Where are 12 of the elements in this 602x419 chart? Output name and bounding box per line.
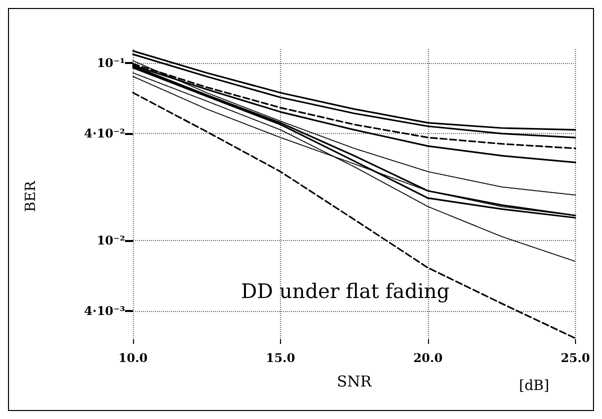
text: [dB] bbox=[519, 378, 550, 394]
x-tick-label: 10.0 bbox=[118, 351, 148, 365]
x-tick-label: 20.0 bbox=[413, 351, 443, 365]
y-tick-label: 10⁻¹ bbox=[96, 56, 125, 70]
y-tick-label: 4·10⁻² bbox=[84, 126, 125, 141]
x-tick-label: 15.0 bbox=[266, 351, 296, 365]
x-tick-label: 25.0 bbox=[560, 351, 590, 365]
x-axis-title: SNR bbox=[336, 372, 372, 390]
y-tick-label: 4·10⁻³ bbox=[84, 304, 125, 318]
annotation: DD under flat fading bbox=[241, 279, 450, 303]
y-tick-label: 10⁻² bbox=[96, 233, 125, 248]
y-axis-title: BER bbox=[23, 180, 39, 212]
